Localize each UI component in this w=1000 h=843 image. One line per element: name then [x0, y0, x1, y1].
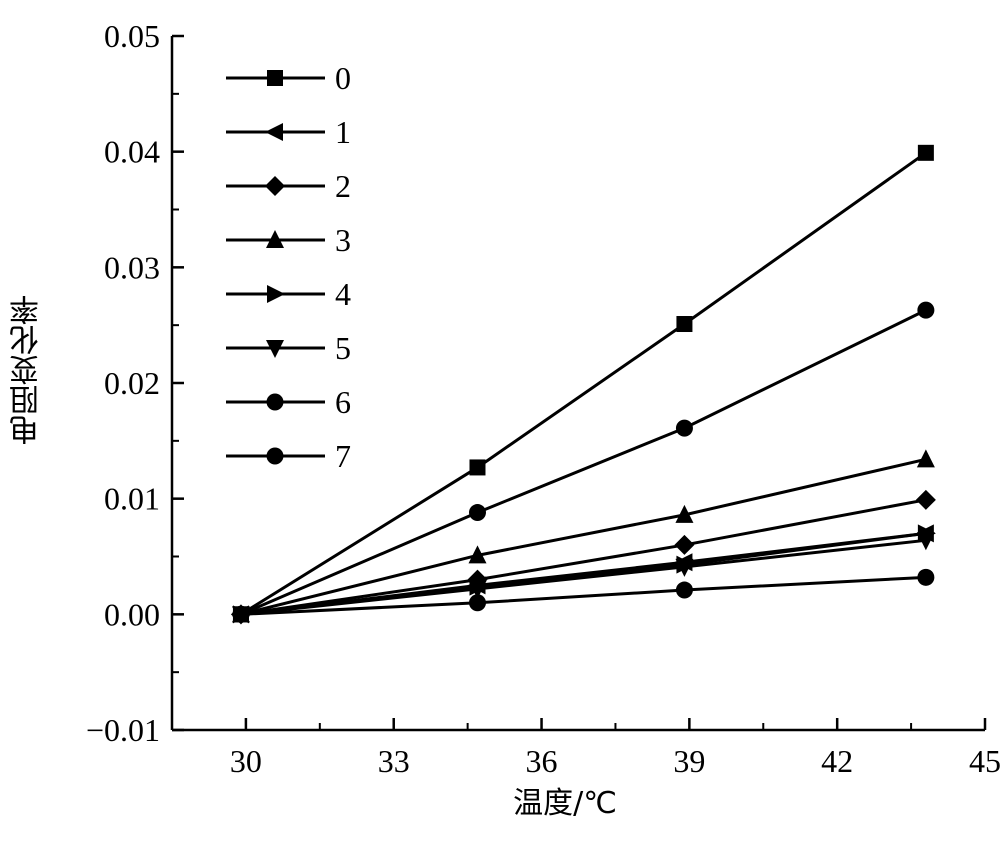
data-point	[468, 580, 487, 599]
y-tick-label: 0.05	[104, 18, 160, 54]
data-point	[674, 534, 695, 555]
legend-item-7: 7	[226, 438, 351, 474]
data-point	[917, 144, 934, 161]
legend-item-0: 0	[226, 60, 351, 96]
data-point	[232, 605, 250, 623]
x-tick-label: 33	[378, 743, 410, 779]
data-point	[675, 558, 694, 577]
data-point	[917, 568, 935, 586]
data-point	[676, 316, 693, 333]
legend-marker	[266, 447, 284, 465]
legend-label: 5	[335, 330, 351, 366]
series-line-3	[240, 457, 927, 616]
x-tick-label: 45	[969, 743, 1000, 779]
series-line-0	[240, 151, 927, 616]
y-tick-label: 0.00	[104, 596, 160, 632]
data-point	[916, 532, 935, 551]
legend-marker	[267, 285, 285, 303]
legend-label: 1	[335, 114, 351, 150]
data-point	[675, 419, 693, 437]
y-tick-label: 0.02	[104, 365, 160, 401]
series-7	[232, 568, 935, 623]
x-axis-label: 温度/℃	[513, 786, 617, 821]
x-tick-label: 36	[526, 743, 558, 779]
legend-item-2: 2	[226, 168, 351, 204]
series-line-6	[240, 308, 927, 616]
legend-label: 0	[335, 60, 351, 96]
series-0	[232, 144, 934, 623]
legend-label: 3	[335, 222, 351, 258]
legend-marker	[266, 393, 284, 411]
legend-label: 7	[335, 438, 351, 474]
data-point	[468, 594, 486, 612]
data-point	[916, 449, 935, 468]
y-axis-label: 电阻变化率	[10, 295, 45, 445]
series-line-7	[240, 575, 926, 616]
x-tick-label: 42	[821, 743, 853, 779]
legend-item-5: 5	[226, 330, 351, 366]
x-tick-label: 39	[673, 743, 705, 779]
data-point	[915, 489, 936, 510]
legend-label: 6	[335, 384, 351, 420]
legend-marker	[266, 230, 284, 248]
legend-item-3: 3	[226, 222, 351, 258]
legend-marker	[266, 340, 284, 358]
series-line-5	[240, 538, 927, 616]
legend-label: 4	[335, 276, 351, 312]
y-tick-label: −0.01	[86, 712, 160, 748]
data-point	[469, 459, 486, 476]
legend-marker	[265, 123, 283, 141]
y-tick-label: 0.03	[104, 249, 160, 285]
series-line-2	[240, 498, 927, 616]
data-point	[675, 581, 693, 599]
legend-label: 2	[335, 168, 351, 204]
data-point	[917, 301, 935, 319]
data-point	[468, 545, 487, 564]
y-tick-label: 0.01	[104, 481, 160, 517]
x-tick-label: 30	[230, 743, 262, 779]
legend-marker	[265, 176, 285, 196]
data-point	[675, 504, 694, 523]
legend-item-1: 1	[226, 114, 351, 150]
legend-item-4: 4	[226, 276, 351, 312]
legend-item-6: 6	[226, 384, 351, 420]
legend-marker	[267, 70, 283, 86]
data-point	[468, 504, 486, 522]
y-tick-label: 0.04	[104, 134, 160, 170]
